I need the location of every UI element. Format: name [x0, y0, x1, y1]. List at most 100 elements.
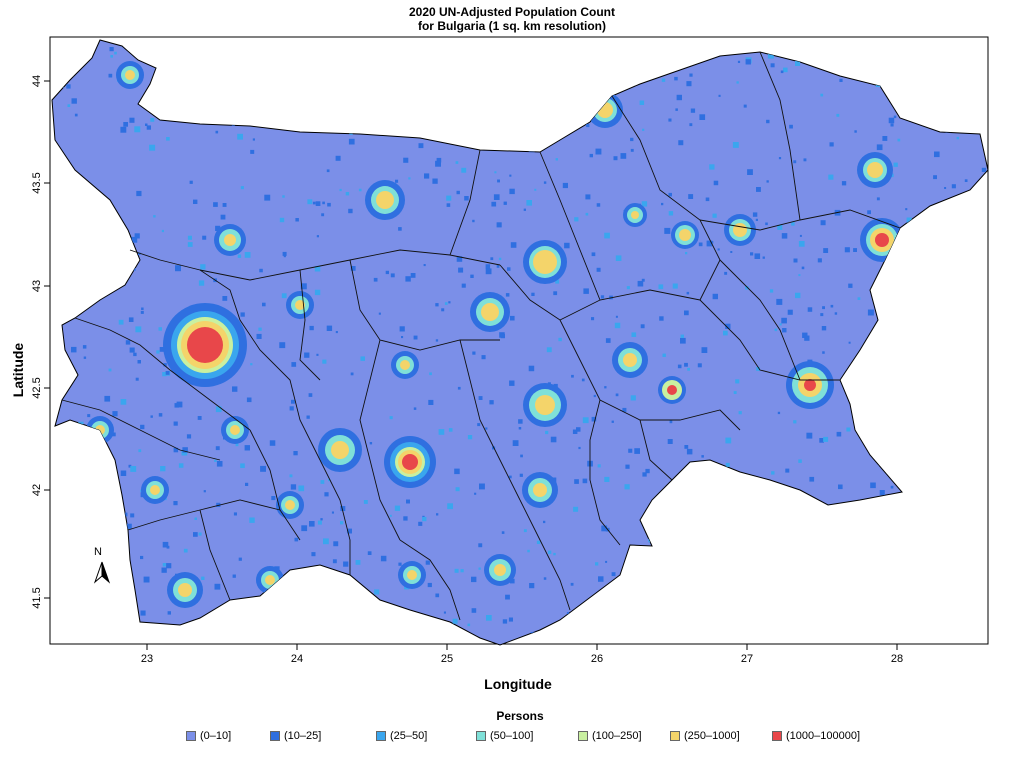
density-patch — [679, 229, 691, 241]
density-speckle — [934, 151, 940, 158]
density-speckle — [677, 364, 682, 369]
density-speckle — [589, 153, 593, 158]
density-speckle — [500, 333, 505, 339]
density-speckle — [322, 201, 325, 205]
density-speckle — [726, 495, 732, 501]
density-speckle — [911, 514, 918, 521]
density-speckle — [533, 69, 539, 76]
density-patch — [875, 233, 889, 247]
density-speckle — [928, 103, 933, 109]
density-speckle — [324, 492, 329, 497]
density-speckle — [836, 634, 842, 640]
density-speckle — [876, 438, 880, 442]
density-speckle — [507, 267, 511, 271]
density-speckle — [855, 359, 858, 363]
density-speckle — [405, 276, 411, 282]
density-speckle — [867, 210, 871, 215]
density-speckle — [598, 576, 604, 582]
density-speckle — [403, 157, 409, 163]
density-speckle — [829, 142, 834, 147]
density-speckle — [335, 331, 338, 334]
density-speckle — [550, 436, 557, 443]
density-speckle — [957, 432, 964, 439]
density-speckle — [823, 248, 829, 253]
density-speckle — [785, 468, 790, 473]
density-speckle — [910, 259, 916, 264]
density-speckle — [126, 523, 132, 529]
density-speckle — [536, 540, 541, 544]
density-speckle — [489, 400, 494, 405]
density-speckle — [62, 378, 69, 385]
density-speckle — [615, 315, 618, 318]
density-speckle — [723, 330, 728, 336]
density-speckle — [120, 399, 127, 405]
density-speckle — [246, 397, 252, 403]
density-speckle — [694, 536, 699, 541]
density-speckle — [745, 286, 749, 290]
density-speckle — [109, 467, 112, 470]
density-speckle — [193, 199, 198, 204]
density-speckle — [252, 138, 255, 141]
density-speckle — [957, 620, 964, 627]
density-speckle — [564, 242, 570, 249]
density-speckle — [441, 308, 445, 312]
density-speckle — [436, 513, 439, 516]
density-speckle — [108, 368, 112, 372]
density-speckle — [508, 617, 513, 622]
density-speckle — [915, 397, 920, 402]
density-speckle — [725, 323, 731, 329]
density-speckle — [532, 53, 536, 57]
density-speckle — [626, 286, 630, 290]
density-speckle — [560, 65, 565, 70]
density-speckle — [216, 502, 221, 507]
density-patch — [407, 570, 417, 580]
density-speckle — [881, 412, 888, 418]
density-speckle — [701, 455, 704, 458]
density-speckle — [809, 476, 815, 482]
density-speckle — [496, 265, 500, 268]
density-speckle — [313, 119, 317, 123]
density-speckle — [777, 224, 783, 230]
density-speckle — [315, 201, 321, 206]
density-speckle — [69, 71, 74, 77]
density-speckle — [582, 417, 589, 424]
density-speckle — [510, 315, 515, 321]
density-speckle — [779, 323, 782, 326]
density-speckle — [941, 283, 945, 287]
density-speckle — [319, 586, 325, 593]
density-speckle — [320, 480, 325, 484]
density-speckle — [375, 49, 380, 54]
density-speckle — [518, 427, 522, 430]
density-speckle — [854, 603, 859, 608]
density-speckle — [944, 617, 949, 622]
density-speckle — [108, 612, 113, 616]
density-speckle — [620, 153, 627, 159]
density-speckle — [109, 572, 113, 576]
density-speckle — [677, 644, 680, 645]
density-speckle — [686, 81, 692, 87]
density-speckle — [435, 339, 439, 342]
density-speckle — [413, 335, 418, 340]
density-speckle — [672, 283, 678, 289]
density-speckle — [136, 190, 142, 197]
density-speckle — [705, 197, 710, 202]
density-speckle — [756, 187, 761, 192]
density-speckle — [501, 531, 505, 534]
density-speckle — [277, 95, 280, 99]
density-speckle — [677, 582, 683, 588]
density-speckle — [791, 222, 795, 226]
density-speckle — [908, 527, 911, 530]
density-speckle — [74, 113, 78, 117]
density-speckle — [118, 319, 124, 325]
density-speckle — [676, 94, 682, 101]
density-speckle — [540, 75, 545, 80]
density-speckle — [949, 105, 954, 110]
density-speckle — [235, 443, 239, 447]
density-speckle — [553, 552, 556, 556]
density-speckle — [269, 440, 276, 446]
density-speckle — [202, 235, 207, 240]
density-speckle — [557, 97, 560, 100]
density-speckle — [121, 250, 125, 255]
density-patch — [533, 483, 547, 497]
density-patch — [187, 327, 223, 363]
